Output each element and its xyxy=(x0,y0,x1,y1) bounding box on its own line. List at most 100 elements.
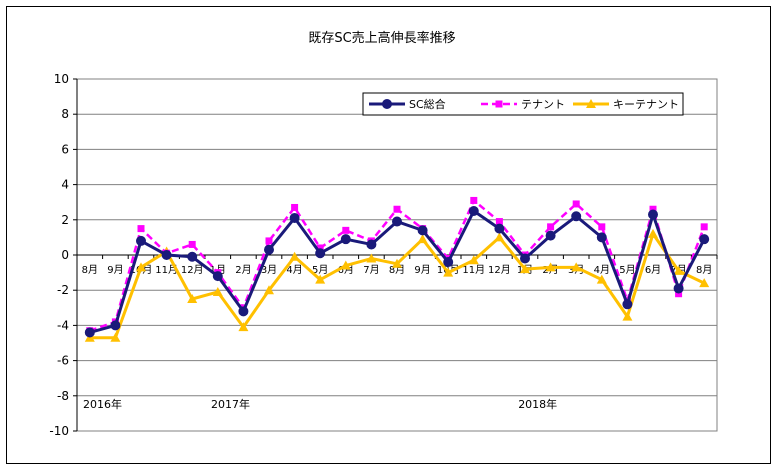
data-point xyxy=(136,262,146,272)
data-point xyxy=(545,262,556,272)
data-point xyxy=(596,232,607,243)
y-tick-label: 10 xyxy=(54,72,69,86)
data-point xyxy=(571,262,582,272)
data-point xyxy=(366,239,377,250)
y-tick-label: 8 xyxy=(61,107,69,121)
x-tick-label: 3月 xyxy=(261,264,277,276)
data-point xyxy=(342,226,350,234)
x-tick-label: 5月 xyxy=(619,264,635,276)
data-point xyxy=(212,271,223,282)
data-point xyxy=(673,265,684,275)
data-point xyxy=(495,100,503,108)
data-point xyxy=(291,203,299,211)
data-point xyxy=(265,237,273,245)
year-label: 2016年 xyxy=(83,397,122,411)
data-point xyxy=(468,206,479,216)
data-point xyxy=(161,250,172,260)
data-point xyxy=(700,223,708,231)
y-tick-label: -2 xyxy=(57,283,69,297)
data-point xyxy=(187,294,198,303)
data-point xyxy=(494,223,505,234)
data-point xyxy=(137,225,145,233)
data-point xyxy=(675,290,683,298)
data-point xyxy=(316,244,324,252)
y-tick-label: -6 xyxy=(57,354,69,368)
data-point xyxy=(622,311,633,321)
x-tick-label: 7月 xyxy=(363,264,379,276)
year-labels: 2016年 2017年 2018年 xyxy=(83,397,557,411)
y-tick-label: 2 xyxy=(61,213,69,227)
data-point xyxy=(596,274,607,284)
data-point xyxy=(571,211,582,222)
chart-title: 既存SC売上高伸長率推移 xyxy=(308,30,455,46)
data-point xyxy=(392,216,402,227)
data-point xyxy=(315,274,326,284)
series-line xyxy=(89,232,705,340)
x-tick-label: 4月 xyxy=(594,264,610,276)
data-point xyxy=(264,285,274,295)
data-point xyxy=(470,196,478,204)
data-point xyxy=(417,225,428,236)
x-tick-label: 8月 xyxy=(82,264,98,276)
year-label: 2018年 xyxy=(518,397,557,411)
series-lines xyxy=(84,196,710,342)
x-tick-label: 12月 xyxy=(181,264,204,276)
data-point xyxy=(520,264,530,274)
data-point xyxy=(136,235,146,246)
x-tick-label: 6月 xyxy=(645,264,661,276)
y-tick-label: -4 xyxy=(57,318,69,332)
data-point xyxy=(340,260,351,270)
x-tick-label: 9月 xyxy=(414,264,430,276)
data-point xyxy=(84,327,95,338)
data-point xyxy=(495,218,503,226)
x-tick-label: 2月 xyxy=(235,264,251,276)
legend-label: SC総合 xyxy=(409,97,446,111)
data-point xyxy=(392,258,402,268)
data-point xyxy=(393,205,401,213)
y-tick-labels: -10 -8 -6 -4 -2 0 2 4 6 8 10 xyxy=(49,72,69,438)
legend-label: キーテナント xyxy=(613,98,679,111)
data-point xyxy=(520,253,530,264)
data-point xyxy=(648,228,658,238)
legend-label: テナント xyxy=(521,98,565,111)
data-point xyxy=(340,234,351,245)
data-point xyxy=(648,209,658,220)
data-point xyxy=(468,255,479,265)
data-point xyxy=(545,230,556,241)
data-point xyxy=(673,283,684,294)
data-point xyxy=(289,213,300,224)
series-2 xyxy=(84,228,710,342)
data-point xyxy=(238,322,249,332)
data-point xyxy=(443,267,454,277)
data-point xyxy=(238,306,249,317)
data-point xyxy=(366,253,377,263)
data-point xyxy=(443,257,454,268)
y-tick-label: 4 xyxy=(61,178,69,192)
x-tick-label: 11月 xyxy=(155,264,178,276)
data-point xyxy=(572,200,580,208)
y-tick-label: 6 xyxy=(61,142,69,156)
data-point xyxy=(649,205,657,213)
data-point xyxy=(212,286,223,296)
data-point xyxy=(417,234,428,244)
series-0 xyxy=(84,206,710,338)
y-tick-label: -8 xyxy=(57,389,69,403)
data-point xyxy=(586,99,596,108)
data-point xyxy=(699,278,710,288)
legend: SC総合 テナント キーテナント xyxy=(362,92,684,116)
x-tick-label: 11月 xyxy=(462,264,485,276)
data-point xyxy=(622,299,633,310)
data-point xyxy=(382,99,392,109)
legend-box xyxy=(362,92,684,116)
data-point xyxy=(494,232,505,242)
x-tick-label: 5月 xyxy=(312,264,328,276)
data-point xyxy=(289,251,300,261)
x-tick-label: 9月 xyxy=(107,264,123,276)
data-point xyxy=(264,244,274,255)
data-point xyxy=(699,234,710,245)
y-tick-label: 0 xyxy=(61,248,69,262)
data-point xyxy=(315,248,326,259)
data-point xyxy=(188,240,196,248)
